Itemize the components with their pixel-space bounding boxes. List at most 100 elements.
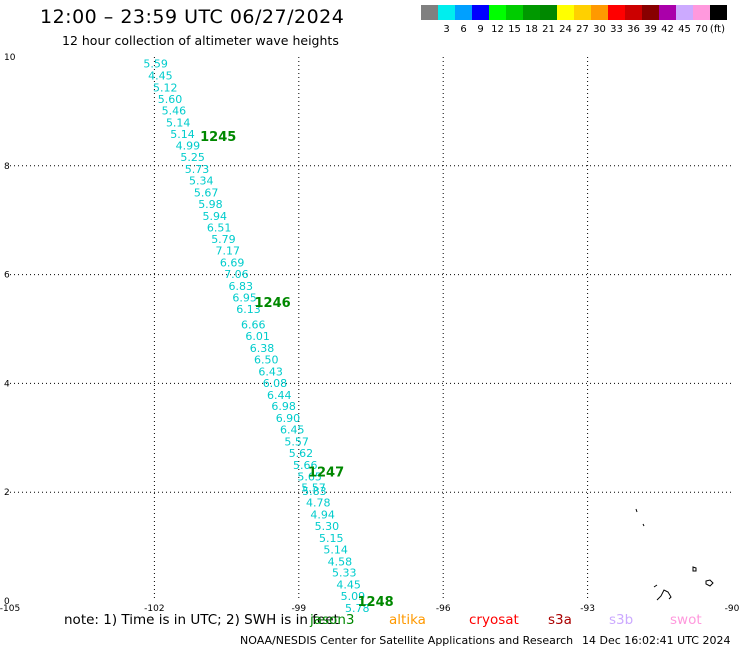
colorbar-swatch [557,5,574,20]
colorbar-tick-label: 6 [460,24,466,35]
y-tick-label: 8 [4,162,10,172]
satellite-label-cryosat: cryosat [469,612,519,628]
wave-height-point: 4.99 [176,140,201,153]
coastline-outline [656,589,672,601]
colorbar-swatch [625,5,642,20]
x-tick-label: -102 [144,604,164,612]
wave-height-point: 5.15 [319,532,344,545]
colorbar-swatch [421,5,438,20]
wave-height-point: 4.94 [310,509,335,522]
wave-height-point: 5.94 [203,210,228,223]
wave-height-point: 5.30 [315,520,340,533]
wave-height-point: 5.73 [185,163,210,176]
wave-height-point: 5.25 [180,151,205,164]
colorbar-swatch [506,5,523,20]
chart-title: 12:00 – 23:59 UTC 06/27/2024 [40,6,345,28]
wave-height-point: 6.95 [232,291,257,304]
wave-height-point: 6.66 [241,319,265,332]
chart-subtitle: 12 hour collection of altimeter wave hei… [62,33,339,48]
x-tick-label: -93 [580,604,595,612]
wave-height-point: 5.67 [194,186,219,199]
wave-height-point: 6.45 [280,424,305,437]
wave-height-point: 5.65 [297,470,322,483]
coastline-outline [705,579,714,587]
wave-height-point: 4.58 [328,555,353,568]
y-tick-label: 4 [4,379,10,389]
colorbar-tick-label: 3 [443,24,449,35]
wave-height-point: 5.59 [143,58,168,71]
wave-height-point: 4.45 [336,579,361,592]
wave-height-point: 4.45 [148,69,173,82]
wave-height-point: 5.12 [153,81,178,94]
colorbar-swatch [489,5,506,20]
colorbar-swatch [591,5,608,20]
colorbar-tick-label: 70 [695,24,708,35]
colorbar-tick-label: 9 [477,24,483,35]
colorbar-tick-label: 42 [661,24,674,35]
colorbar-swatch [438,5,455,20]
time-annotation: 1245 [200,130,236,145]
y-tick-label: 10 [4,53,16,63]
wave-height-point: 6.98 [271,400,296,413]
colorbar-swatch [523,5,540,20]
coastline-outline [635,508,638,513]
colorbar-tick-label: 15 [508,24,521,35]
wave-height-point: 5.33 [332,567,357,580]
colorbar-tick-label: 33 [610,24,623,35]
colorbar-swatch [710,5,727,20]
coastline-outline [653,584,658,588]
wave-height-point: 5.14 [323,543,348,556]
wave-height-point: 7.06 [224,268,249,281]
generation-timestamp: 14 Dec 16:02:41 UTC 2024 [582,634,731,647]
y-tick-label: 6 [4,271,10,281]
wave-height-point: 5.14 [170,128,195,141]
wave-height-point: 5.60 [158,93,183,106]
time-annotation: 1246 [255,296,291,311]
colorbar-tick-label: 27 [576,24,589,35]
colorbar-tick-label: 39 [644,24,657,35]
wave-height-point: 6.83 [229,280,254,293]
colorbar-swatch [472,5,489,20]
wave-height-point: 6.51 [207,221,232,234]
satellite-label-jason3: jason3 [310,612,355,628]
colorbar-swatch [659,5,676,20]
wave-height-colorbar: 3 6 9 12 15 18 21 24 27 30 33 36 39 42 45 70 (ft) [421,5,727,35]
units-note: note: 1) Time is in UTC; 2) SWH is in fe… [64,612,339,628]
colorbar-tick-label: 36 [627,24,640,35]
y-tick-label: 2 [4,488,10,498]
x-tick-label: -96 [436,604,451,612]
x-tick-label: -90 [725,604,740,612]
wave-height-point: 5.62 [289,447,314,460]
time-annotation: 1248 [358,595,394,610]
y-tick-label: 0 [4,597,10,607]
wave-height-point: 5.79 [211,233,236,246]
wave-height-point: 4.78 [306,497,331,510]
wave-height-point: 6.43 [258,365,283,378]
colorbar-unit: (ft) [710,24,725,35]
wave-height-point: 5.57 [301,481,326,494]
colorbar-tick-label: 45 [678,24,691,35]
wave-height-point: 6.13 [236,303,261,316]
colorbar-swatch [693,5,710,20]
coastline-outline [692,566,697,572]
wave-height-point: 6.90 [276,412,301,425]
wave-height-point: 5.34 [189,174,214,187]
wave-height-point: 5.09 [341,590,366,603]
colorbar-tick-label: 30 [593,24,606,35]
wave-height-point: 5.98 [198,198,223,211]
wave-height-point: 5.83 [302,485,327,498]
wave-height-point: 5.66 [293,459,318,472]
x-tick-label: -99 [291,604,306,612]
satellite-label-altika: altika [389,612,426,628]
wave-height-point: 7.17 [216,245,241,258]
colorbar-swatch [574,5,591,20]
satellite-label-s3b: s3b [609,612,634,628]
colorbar-swatch [540,5,557,20]
wave-height-point: 6.08 [263,377,288,390]
x-tick-label: -105 [0,604,20,612]
colorbar-tick-label: 18 [525,24,538,35]
colorbar-swatch [608,5,625,20]
credit-line: NOAA/NESDIS Center for Satellite Applica… [240,634,574,647]
colorbar-tick-label: 24 [559,24,572,35]
